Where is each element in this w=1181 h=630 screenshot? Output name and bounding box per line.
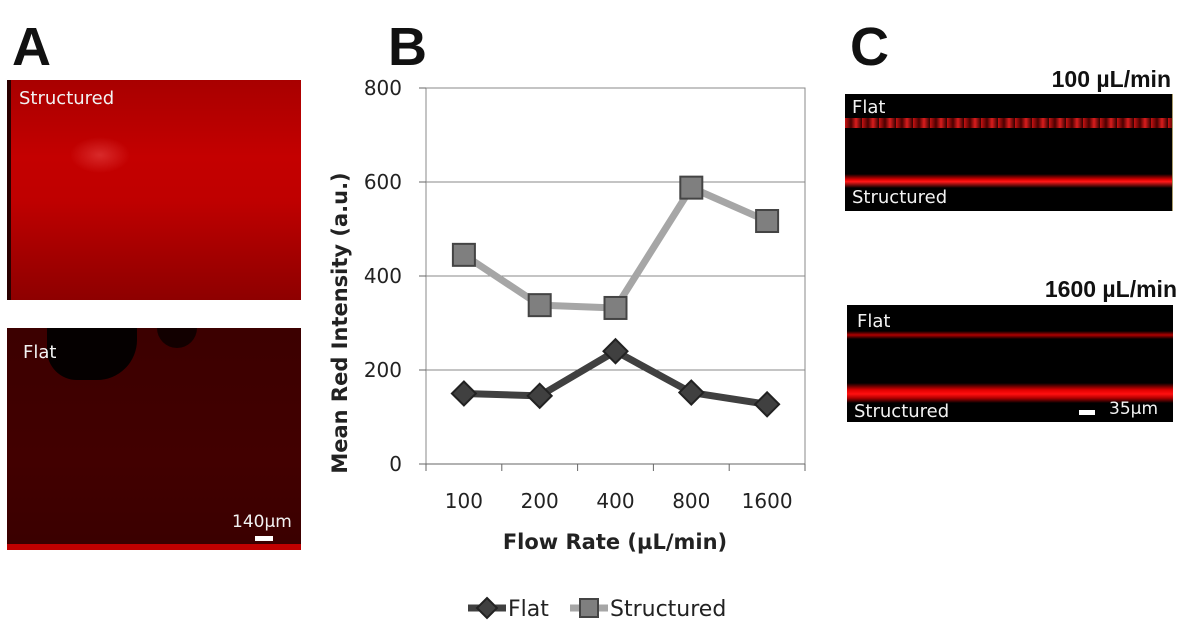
y-tick-label: 800 bbox=[364, 76, 402, 100]
structured-line bbox=[847, 383, 1173, 403]
data-point-structured bbox=[755, 209, 780, 234]
panel-letter-a: A bbox=[12, 17, 51, 77]
cross-section-100: Flat Structured bbox=[845, 94, 1173, 211]
data-point-flat bbox=[753, 390, 781, 418]
flat-label-1600: Flat bbox=[857, 311, 891, 332]
structured-label-1600: Structured bbox=[854, 401, 950, 422]
micrograph-structured: Structured bbox=[7, 80, 301, 300]
x-tick-label: 800 bbox=[672, 489, 710, 513]
scale-bar-140 bbox=[255, 536, 273, 541]
series-line-structured bbox=[461, 184, 769, 312]
grid-lines bbox=[425, 87, 806, 465]
legend-label-flat: Flat bbox=[508, 597, 549, 622]
dark-patch bbox=[157, 328, 197, 348]
scale-bar-35 bbox=[1079, 410, 1095, 415]
structured-line bbox=[845, 174, 1172, 188]
data-point-flat bbox=[602, 337, 629, 365]
y-axis-title: Mean Red Intensity (a.u.) bbox=[328, 172, 352, 473]
data-point-structured bbox=[527, 293, 552, 318]
panel-letter-c: C bbox=[850, 17, 889, 77]
flat-line bbox=[845, 118, 1172, 128]
micrograph-left-edge bbox=[7, 80, 11, 300]
y-tick-label: 200 bbox=[364, 358, 402, 382]
series bbox=[450, 175, 781, 418]
legend-marker-structured bbox=[579, 598, 599, 618]
cross-section-1600: Flat Structured 35µm bbox=[847, 305, 1173, 422]
dark-patch bbox=[47, 328, 137, 380]
scale-label-140: 140µm bbox=[232, 512, 292, 532]
data-point-flat bbox=[526, 382, 554, 410]
data-point-structured bbox=[603, 295, 628, 320]
y-tick-label: 0 bbox=[389, 452, 402, 476]
x-tick-label: 100 bbox=[445, 489, 483, 513]
flat-line bbox=[847, 331, 1173, 339]
data-point-flat bbox=[677, 379, 705, 406]
legend-marker-flat bbox=[475, 596, 499, 620]
data-point-structured bbox=[679, 175, 704, 200]
data-point-flat bbox=[450, 380, 478, 407]
y-tick-label: 600 bbox=[364, 170, 402, 194]
x-tick-label: 400 bbox=[596, 489, 634, 513]
legend: Flat Structured bbox=[468, 596, 726, 622]
series-flat bbox=[450, 337, 781, 418]
flat-image-label: Flat bbox=[23, 342, 57, 363]
bottom-bright-line bbox=[7, 544, 301, 550]
y-tick-label: 400 bbox=[364, 264, 402, 288]
rate-title-1600: 1600 µL/min bbox=[1044, 276, 1177, 302]
line-chart: 0 200 400 600 800 100 200 400 800 1600 Flow Rate … bbox=[328, 76, 806, 622]
series-structured bbox=[451, 175, 780, 320]
structured-image-label: Structured bbox=[19, 88, 115, 109]
x-axis-title: Flow Rate (µL/min) bbox=[503, 530, 727, 554]
micrograph-flat: Flat 140µm bbox=[7, 328, 301, 550]
x-tick-label: 1600 bbox=[742, 489, 793, 513]
panel-letter-b: B bbox=[388, 17, 427, 77]
rate-title-100: 100 µL/min bbox=[1051, 66, 1171, 92]
flat-label-100: Flat bbox=[852, 97, 886, 118]
tick-labels: 0 200 400 600 800 100 200 400 800 1600 bbox=[364, 76, 793, 513]
x-tick-label: 200 bbox=[521, 489, 559, 513]
data-point-structured bbox=[451, 242, 476, 267]
scale-label-35: 35µm bbox=[1109, 399, 1159, 419]
axes bbox=[419, 87, 806, 471]
legend-label-structured: Structured bbox=[610, 597, 726, 622]
structured-label-100: Structured bbox=[852, 187, 948, 208]
